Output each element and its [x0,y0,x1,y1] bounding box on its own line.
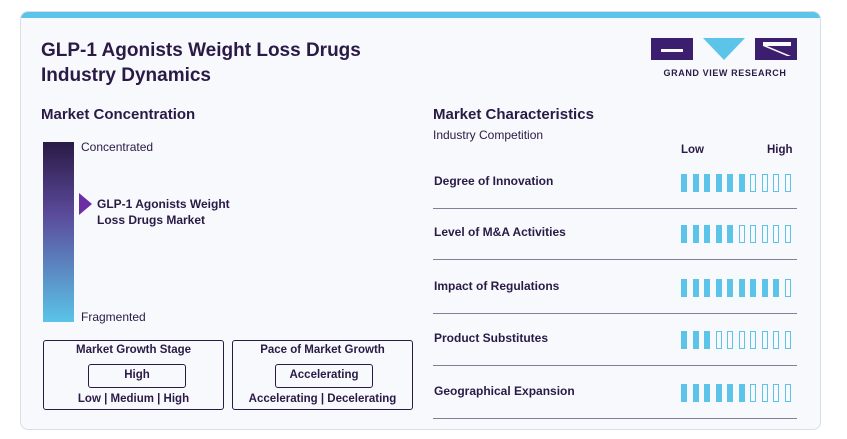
rating-segment-filled [704,174,710,192]
rating-segment-empty [784,384,791,402]
rating-segment-empty [784,331,791,349]
page-title: GLP-1 Agonists Weight Loss Drugs Industr… [41,38,361,88]
rating-segment-empty [750,331,756,349]
rating-segment-filled [715,279,722,297]
rating-segment-filled [681,331,687,349]
rating-segment-filled [773,279,779,297]
rating-segment-filled [727,174,733,192]
scale-high-label: High [767,144,793,156]
characteristic-label: Product Substitutes [434,331,549,345]
rating-meter [681,384,801,402]
rating-segment-empty [750,225,756,243]
rating-segment-filled [692,174,699,192]
concentration-gradient-bar [43,142,74,322]
rating-segment-filled [750,279,756,297]
rating-segment-empty [773,174,779,192]
pace-of-growth-box: Pace of Market Growth Accelerating Accel… [232,340,413,410]
rating-segment-empty [784,225,791,243]
characteristic-row: Level of M&A Activities [433,208,797,260]
market-position-marker-icon [79,193,92,215]
growth-stage-value: High [88,364,186,388]
row-divider [433,365,797,366]
fragmented-label: Fragmented [81,310,146,324]
rating-segment-filled [681,384,687,402]
rating-meter [681,331,801,349]
rating-segment-filled [704,331,710,349]
title-line-2: Industry Dynamics [41,65,211,86]
characteristic-row: Geographical Expansion [433,367,797,419]
rating-segment-filled [692,279,699,297]
industry-competition-label: Industry Competition [433,128,544,142]
rating-segment-filled [704,384,710,402]
rating-segment-filled [704,225,710,243]
rating-segment-filled [681,279,687,297]
characteristic-row: Product Substitutes [433,314,797,366]
growth-stage-options: Low | Medium | High [77,393,190,405]
growth-pace-title: Pace of Market Growth [260,344,385,356]
rating-segment-filled [692,331,699,349]
rating-segment-empty [750,384,756,402]
rating-segment-filled [738,174,745,192]
logo-text: GRAND VIEW RESEARCH [663,68,787,78]
market-characteristics-heading: Market Characteristics [433,106,594,123]
rating-segment-filled [727,279,733,297]
rating-segment-empty [761,384,768,402]
rating-segment-empty [738,225,745,243]
rating-segment-empty [715,331,722,349]
rating-segment-filled [715,174,722,192]
rating-segment-empty [761,331,768,349]
market-growth-stage-box: Market Growth Stage High Low | Medium | … [43,340,224,410]
rating-segment-empty [784,174,791,192]
rating-segment-filled [715,225,722,243]
scale-low-label: Low [681,144,704,156]
rating-segment-filled [692,225,699,243]
rating-segment-filled [738,384,745,402]
rating-segment-filled [715,384,722,402]
rating-segment-empty [761,174,768,192]
rating-meter [681,174,801,192]
grand-view-research-logo: GRAND VIEW RESEARCH [651,34,799,82]
characteristic-label: Geographical Expansion [434,384,575,398]
rating-segment-empty [738,331,745,349]
rating-segment-empty [761,225,768,243]
characteristic-label: Degree of Innovation [434,174,554,188]
growth-pace-options: Accelerating | Decelerating [248,393,397,405]
characteristic-row: Degree of Innovation [433,157,797,209]
market-concentration-heading: Market Concentration [41,106,196,123]
rating-segment-empty [773,225,779,243]
market-label-line-1: GLP-1 Agonists Weight [97,197,230,211]
characteristic-label: Level of M&A Activities [434,225,566,239]
rating-segment-empty [750,174,756,192]
rating-segment-filled [761,279,768,297]
logo-mark-icon [651,38,797,60]
accent-top-bar [21,12,820,18]
growth-stage-title: Market Growth Stage [75,344,192,356]
rating-segment-filled [692,384,699,402]
rating-segment-empty [773,384,779,402]
industry-dynamics-card: GLP-1 Agonists Weight Loss Drugs Industr… [20,11,821,430]
market-label-line-2: Loss Drugs Market [97,213,206,227]
rating-segment-filled [738,279,745,297]
market-position-label: GLP-1 Agonists Weight Loss Drugs Market [97,196,267,228]
rating-meter [681,279,801,297]
rating-segment-filled [704,279,710,297]
row-divider [433,208,797,209]
rating-segment-empty [727,331,733,349]
growth-pace-value: Accelerating [275,364,373,388]
concentrated-label: Concentrated [81,140,154,154]
rating-meter [681,225,801,243]
row-divider [433,313,797,314]
row-divider [433,418,797,419]
rating-segment-empty [773,331,779,349]
rating-segment-filled [681,225,687,243]
rating-segment-filled [727,225,733,243]
title-line-1: GLP-1 Agonists Weight Loss Drugs [41,40,361,61]
rating-segment-filled [727,384,733,402]
rating-segment-filled [681,174,687,192]
characteristic-row: Impact of Regulations [433,262,797,314]
row-divider [433,259,797,260]
rating-segment-empty [784,279,791,297]
characteristic-label: Impact of Regulations [434,279,560,293]
